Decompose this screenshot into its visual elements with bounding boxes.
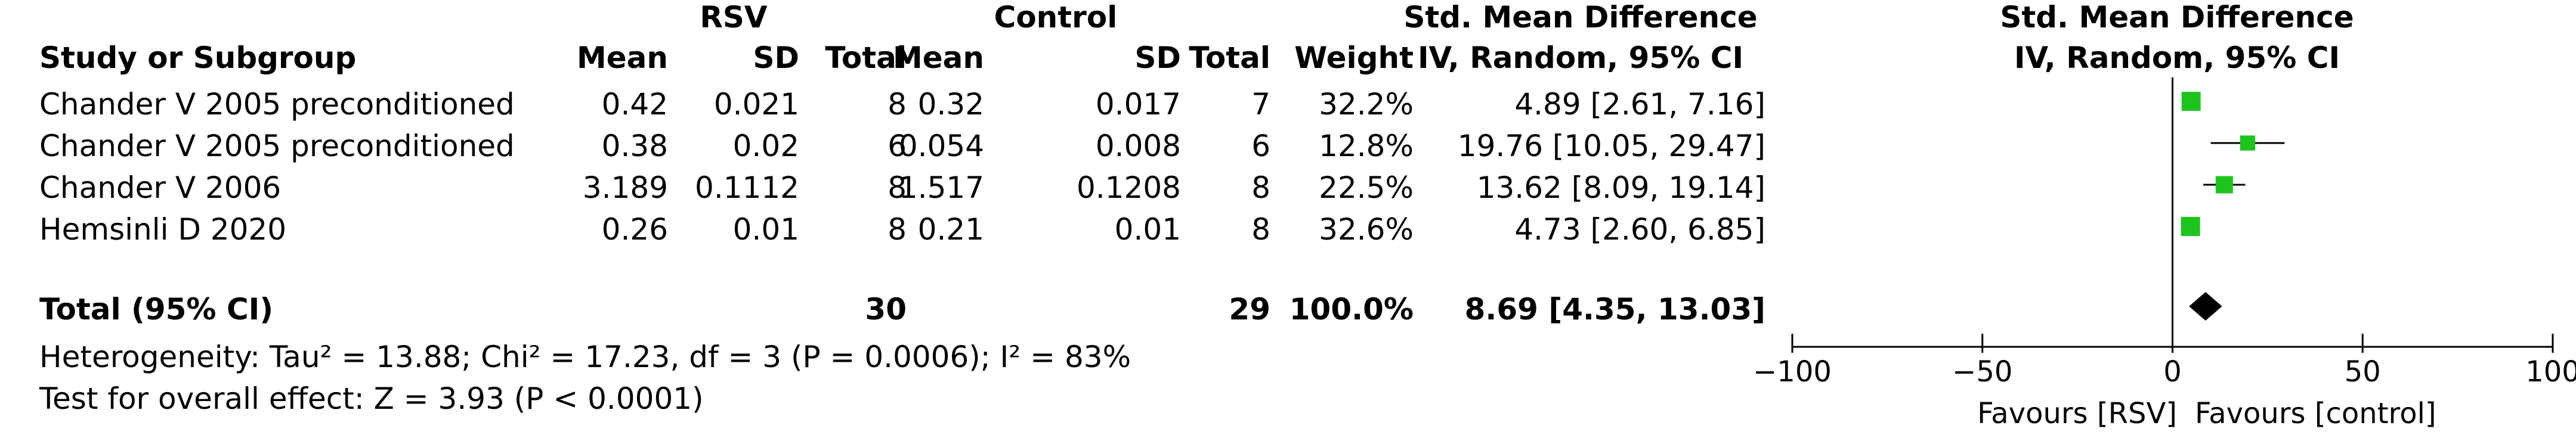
x-axis-tick-label: 0	[2163, 355, 2182, 389]
total-weight: 100.0%	[1289, 292, 1414, 327]
x-axis-tick-label: 100	[2525, 355, 2576, 389]
study-sd2: 0.008	[1095, 129, 1181, 163]
summary-diamond	[2189, 292, 2222, 321]
study-mean1: 0.26	[601, 212, 668, 247]
header-sd2: SD	[1134, 41, 1181, 75]
study-weight: 32.6%	[1319, 212, 1414, 247]
x-axis-tick-label: −50	[1952, 355, 2012, 389]
study-markers	[2181, 92, 2285, 236]
favours-right-label: Favours [control]	[2195, 397, 2436, 430]
study-mean2: 0.32	[917, 87, 984, 122]
total-ci: 8.69 [4.35, 13.03]	[1464, 292, 1765, 327]
study-total1: 8	[887, 170, 907, 205]
x-axis: −100 −50 0 50 100	[1753, 334, 2576, 389]
study-total2: 7	[1251, 87, 1270, 122]
header-total1: Total	[825, 41, 907, 75]
study-point-estimate	[2240, 135, 2256, 151]
header-total2: Total	[1189, 41, 1270, 75]
study-sd2: 0.1208	[1077, 170, 1181, 205]
study-ci: 19.76 [10.05, 29.47]	[1457, 129, 1765, 163]
study-total2: 6	[1251, 129, 1270, 163]
favours-left-label: Favours [RSV]	[1977, 397, 2177, 430]
summary-marker	[2189, 292, 2222, 321]
study-sd2: 0.017	[1095, 87, 1181, 122]
header-effect-right-1: Std. Mean Difference	[2000, 0, 2354, 35]
header-group2: Control	[994, 0, 1118, 35]
header-effect-right-2: IV, Random, 95% CI	[2014, 41, 2340, 75]
x-axis-tick-label: 50	[2345, 355, 2381, 389]
header-study: Study or Subgroup	[39, 41, 357, 75]
total-total2: 29	[1229, 292, 1270, 327]
study-name: Hemsinli D 2020	[39, 212, 287, 247]
x-axis-tick-label: −100	[1753, 355, 1832, 389]
study-weight: 32.2%	[1319, 87, 1414, 122]
header-group1: RSV	[700, 0, 768, 35]
study-mean1: 0.38	[601, 129, 668, 163]
study-point-estimate	[2181, 217, 2200, 236]
study-mean2: 0.054	[898, 129, 984, 163]
study-sd1: 0.01	[732, 212, 799, 247]
total-total1: 30	[865, 292, 907, 327]
study-mean2: 0.21	[917, 212, 984, 247]
study-mean1: 0.42	[601, 87, 668, 122]
study-point-estimate	[2215, 176, 2233, 194]
study-total2: 8	[1251, 170, 1270, 205]
header-effect-left-2: IV, Random, 95% CI	[1417, 41, 1744, 75]
study-sd1: 0.021	[713, 87, 799, 122]
study-total1: 8	[887, 212, 907, 247]
study-total1: 8	[887, 87, 907, 122]
header-mean1: Mean	[576, 41, 668, 75]
study-ci: 13.62 [8.09, 19.14]	[1476, 170, 1765, 205]
study-total2: 8	[1251, 212, 1270, 247]
total-label: Total (95% CI)	[39, 292, 274, 327]
study-sd2: 0.01	[1114, 212, 1181, 247]
header-mean2: Mean	[892, 41, 984, 75]
header-sd1: SD	[753, 41, 799, 75]
overall-effect-text: Test for overall effect: Z = 3.93 (P < 0…	[39, 381, 704, 416]
study-name: Chander V 2006	[39, 170, 282, 205]
study-name: Chander V 2005 preconditioned	[39, 129, 515, 163]
study-weight: 22.5%	[1319, 170, 1414, 205]
study-total1: 6	[887, 129, 907, 163]
heterogeneity-text: Heterogeneity: Tau² = 13.88; Chi² = 17.2…	[39, 340, 1131, 374]
study-ci: 4.73 [2.60, 6.85]	[1514, 212, 1765, 247]
study-point-estimate	[2181, 92, 2201, 111]
study-mean2: 1.517	[898, 170, 984, 205]
study-sd1: 0.02	[732, 129, 799, 163]
study-name: Chander V 2005 preconditioned	[39, 87, 515, 122]
study-ci: 4.89 [2.61, 7.16]	[1514, 87, 1765, 122]
study-mean1: 3.189	[582, 170, 668, 205]
header-weight: Weight	[1294, 41, 1414, 75]
study-sd1: 0.1112	[695, 170, 799, 205]
study-weight: 12.8%	[1319, 129, 1414, 163]
header-effect-left-1: Std. Mean Difference	[1403, 0, 1758, 35]
